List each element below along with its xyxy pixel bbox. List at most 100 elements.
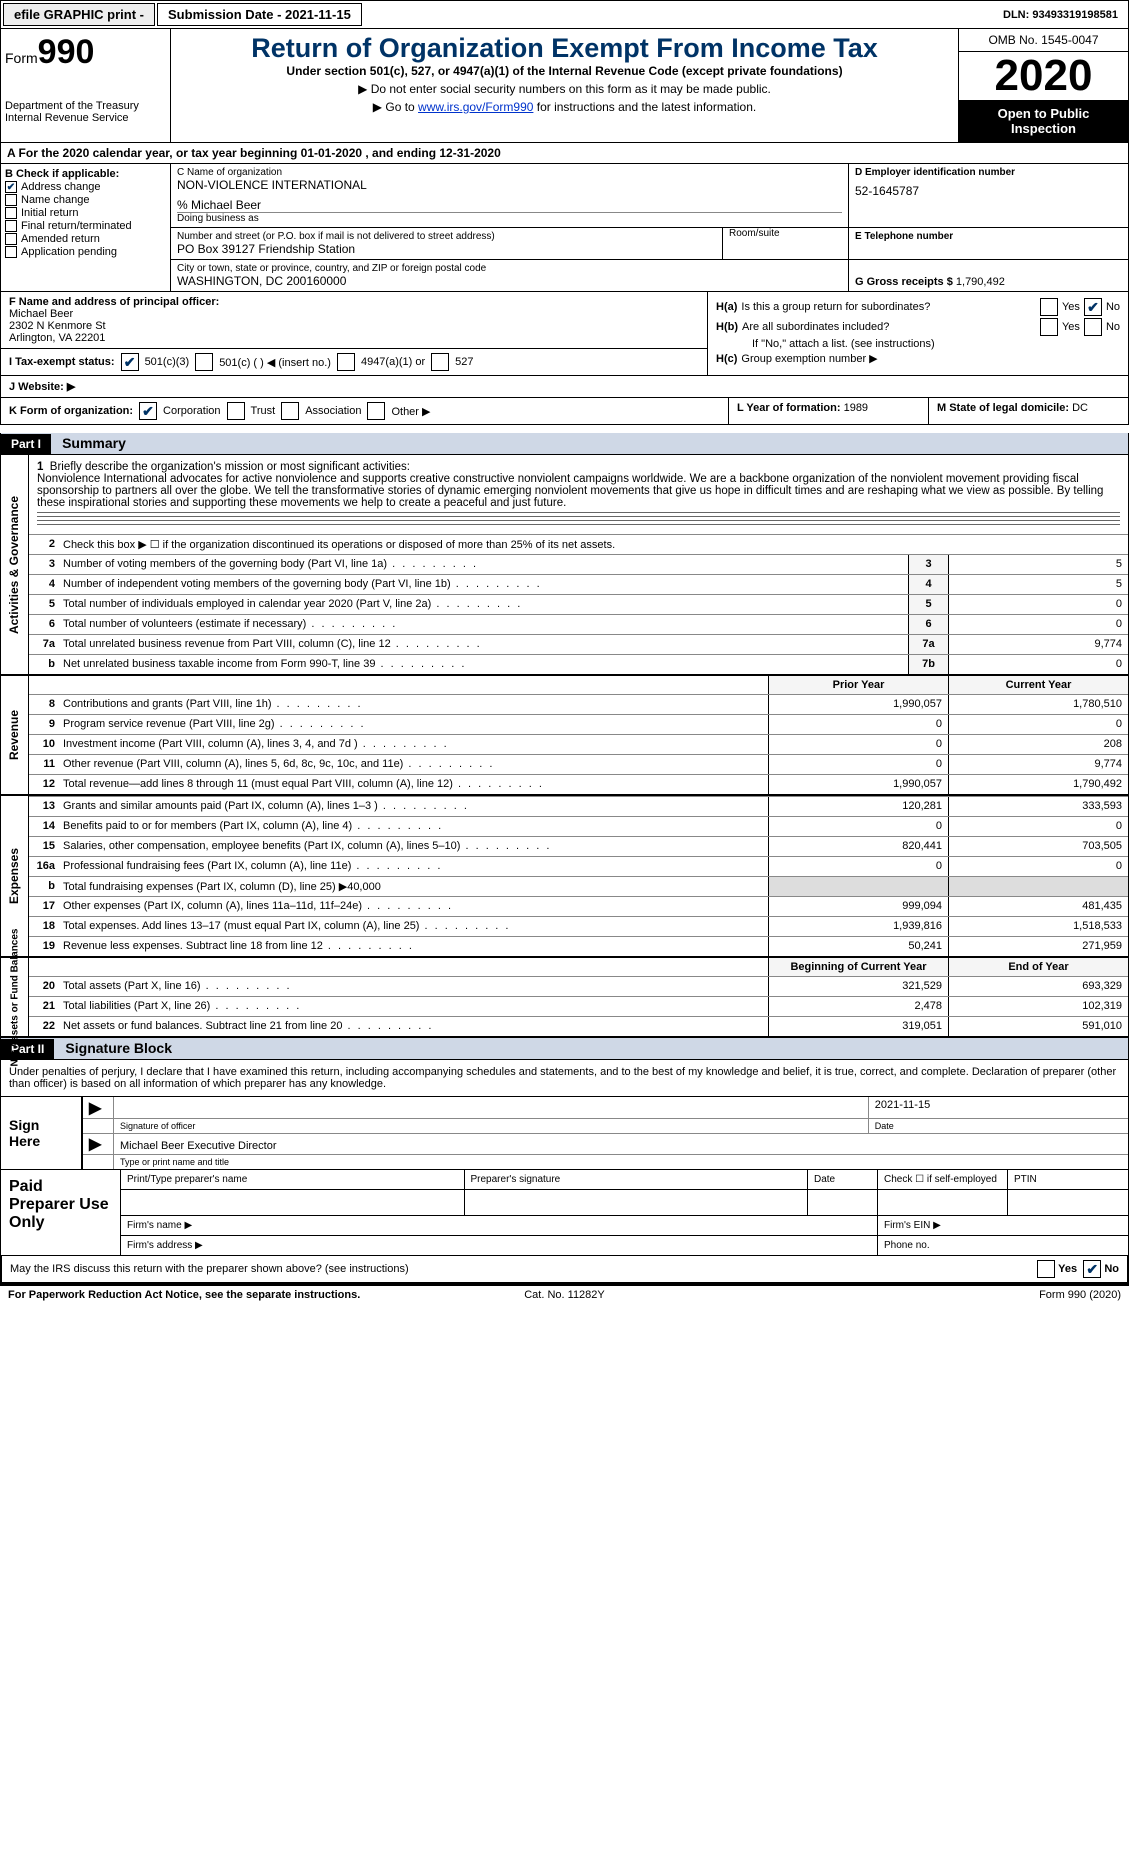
header-mid: Return of Organization Exempt From Incom…	[171, 29, 958, 142]
section-b-label: B Check if applicable:	[5, 168, 166, 180]
phone-label: E Telephone number	[855, 231, 1122, 242]
side-revenue: Revenue	[8, 710, 22, 760]
firm-ein-label: Firm's EIN ▶	[878, 1216, 1128, 1235]
h-a-yes-chk[interactable]	[1040, 298, 1058, 316]
note-link-post: for instructions and the latest informat…	[533, 100, 756, 114]
footer-left: For Paperwork Reduction Act Notice, see …	[8, 1289, 379, 1301]
checkbox-application-pending[interactable]: Application pending	[5, 246, 166, 258]
chk-other[interactable]	[367, 402, 385, 420]
section-f: F Name and address of principal officer:…	[1, 292, 707, 349]
summary-line-13: 13Grants and similar amounts paid (Part …	[29, 796, 1128, 816]
col-self-employed: Check ☐ if self-employed	[878, 1170, 1008, 1189]
current-year-header: Current Year	[948, 676, 1128, 694]
form-number: 990	[38, 33, 95, 71]
city-label: City or town, state or province, country…	[177, 263, 842, 274]
section-e: E Telephone number	[848, 228, 1128, 259]
col-print-name: Print/Type preparer's name	[121, 1170, 465, 1189]
gross-receipts-value: 1,790,492	[956, 276, 1005, 288]
chk-association[interactable]	[281, 402, 299, 420]
note-link-pre: ▶ Go to	[373, 100, 418, 114]
summary-line-6: 6Total number of volunteers (estimate if…	[29, 614, 1128, 634]
header-right: OMB No. 1545-0047 2020 Open to Public In…	[958, 29, 1128, 142]
top-bar: efile GRAPHIC print - Submission Date - …	[0, 0, 1129, 29]
h-a-question: Is this a group return for subordinates?	[741, 301, 1036, 313]
chk-501c3[interactable]: ✔	[121, 353, 139, 371]
section-h: H(a) Is this a group return for subordin…	[708, 292, 1128, 375]
org-name-label: C Name of organization	[177, 167, 842, 178]
discuss-question: May the IRS discuss this return with the…	[10, 1263, 1037, 1275]
address-label: Number and street (or P.O. box if mail i…	[177, 231, 722, 242]
h-b-no-chk[interactable]	[1084, 318, 1102, 336]
h-b-yes: Yes	[1062, 321, 1080, 333]
section-c-wrap: C Name of organization NON-VIOLENCE INTE…	[171, 164, 1128, 291]
chk-4947[interactable]	[337, 353, 355, 371]
sig-date-label: Date	[868, 1119, 1128, 1133]
opt-527: 527	[455, 356, 473, 368]
checkbox-address-change[interactable]: ✔Address change	[5, 181, 166, 193]
opt-501c: 501(c) ( ) ◀ (insert no.)	[219, 356, 331, 369]
discuss-yes-chk[interactable]	[1037, 1260, 1055, 1278]
line-2-text: Check this box ▶ ☐ if the organization d…	[59, 535, 1128, 554]
tax-year: 2020	[959, 52, 1128, 100]
dept-treasury: Department of the Treasury	[5, 100, 166, 112]
name-title-label: Type or print name and title	[113, 1155, 1128, 1169]
discuss-no-chk[interactable]: ✔	[1083, 1260, 1101, 1278]
summary-line-3: 3Number of voting members of the governi…	[29, 554, 1128, 574]
sign-here-label: Sign Here	[1, 1097, 81, 1169]
form-subtitle: Under section 501(c), 527, or 4947(a)(1)…	[175, 64, 954, 78]
col-preparer-sig: Preparer's signature	[465, 1170, 809, 1189]
summary-line-15: 15Salaries, other compensation, employee…	[29, 836, 1128, 856]
chk-527[interactable]	[431, 353, 449, 371]
omb-number: OMB No. 1545-0047	[959, 29, 1128, 52]
opt-corporation: Corporation	[163, 405, 220, 417]
opt-other: Other ▶	[391, 405, 430, 418]
summary-line-16a: 16aProfessional fundraising fees (Part I…	[29, 856, 1128, 876]
col-ptin: PTIN	[1008, 1170, 1128, 1189]
chk-corporation[interactable]: ✔	[139, 402, 157, 420]
year-formation: L Year of formation: 1989	[728, 398, 928, 424]
begin-year-header: Beginning of Current Year	[768, 958, 948, 976]
form-title: Return of Organization Exempt From Incom…	[175, 33, 954, 64]
part-1-title: Summary	[54, 433, 134, 453]
summary-line-11: 11Other revenue (Part VIII, column (A), …	[29, 754, 1128, 774]
section-d: D Employer identification number 52-1645…	[848, 164, 1128, 227]
row-k: K Form of organization: ✔Corporation Tru…	[0, 398, 1129, 425]
chk-trust[interactable]	[227, 402, 245, 420]
end-year-header: End of Year	[948, 958, 1128, 976]
chk-501c[interactable]	[195, 353, 213, 371]
side-net-assets: Net Assets or Fund Balances	[9, 928, 20, 1066]
firm-name-label: Firm's name ▶	[121, 1216, 878, 1235]
checkbox-name-change[interactable]: Name change	[5, 194, 166, 206]
part-1-tag: Part I	[1, 434, 51, 454]
h-b-question: Are all subordinates included?	[742, 321, 1036, 333]
footer-right: Form 990 (2020)	[750, 1289, 1121, 1301]
footer-mid: Cat. No. 11282Y	[379, 1289, 750, 1301]
principal-officer-label: F Name and address of principal officer:	[9, 296, 699, 308]
city-value: WASHINGTON, DC 200160000	[177, 274, 842, 288]
h-a-label: H(a)	[716, 301, 737, 313]
officer-name: Michael Beer	[9, 308, 699, 320]
prior-year-header: Prior Year	[768, 676, 948, 694]
summary-line-10: 10Investment income (Part VIII, column (…	[29, 734, 1128, 754]
row-a-calendar-year: A For the 2020 calendar year, or tax yea…	[0, 143, 1129, 164]
form-header: Form990 Department of the Treasury Inter…	[0, 29, 1129, 143]
summary-line-7b: bNet unrelated business taxable income f…	[29, 654, 1128, 674]
summary-line-5: 5Total number of individuals employed in…	[29, 594, 1128, 614]
firm-address-label: Firm's address ▶	[121, 1236, 878, 1255]
checkbox-initial-return[interactable]: Initial return	[5, 207, 166, 219]
checkbox-final-return-terminated[interactable]: Final return/terminated	[5, 220, 166, 232]
h-a-no: No	[1106, 301, 1120, 313]
opt-501c3: 501(c)(3)	[145, 356, 190, 368]
arrow-icon: ▶	[89, 1098, 101, 1118]
discuss-no: No	[1104, 1263, 1119, 1275]
sign-date-value: 2021-11-15	[875, 1099, 930, 1111]
irs-link[interactable]: www.irs.gov/Form990	[418, 100, 533, 114]
efile-print-button[interactable]: efile GRAPHIC print -	[3, 3, 155, 26]
ein-label: D Employer identification number	[855, 167, 1122, 178]
submission-date: Submission Date - 2021-11-15	[157, 3, 362, 26]
h-b-yes-chk[interactable]	[1040, 318, 1058, 336]
part-2-title: Signature Block	[57, 1038, 180, 1058]
section-bcdeg: B Check if applicable: ✔Address changeNa…	[0, 164, 1129, 292]
h-a-no-chk[interactable]: ✔	[1084, 298, 1102, 316]
checkbox-amended-return[interactable]: Amended return	[5, 233, 166, 245]
